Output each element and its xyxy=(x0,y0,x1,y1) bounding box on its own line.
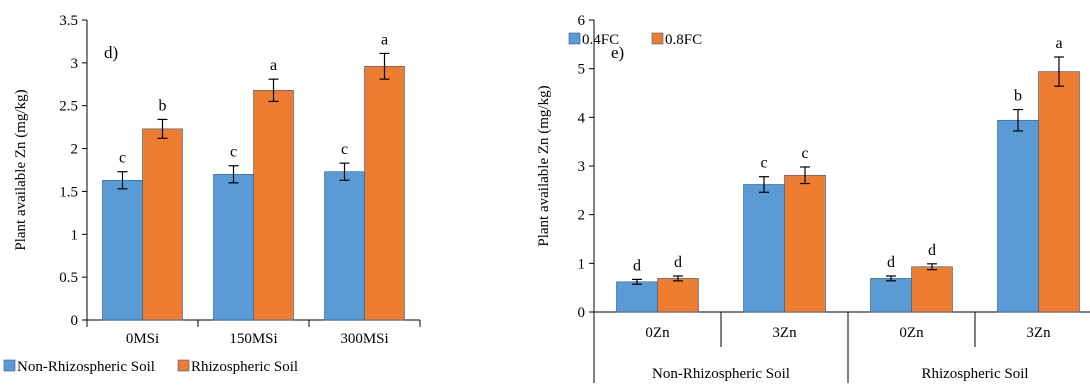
chart-1-ytick-label: 0 xyxy=(578,305,586,321)
chart-1-bar xyxy=(997,119,1039,313)
chart-1-group-label: Non-Rhizospheric Soil xyxy=(652,366,790,382)
chart-1-significance-letter: b xyxy=(1014,88,1022,105)
chart-1-ytick-label: 5 xyxy=(578,62,586,78)
chart-1-xtick-label: 3Zn xyxy=(1026,325,1051,341)
chart-1-significance-letter: c xyxy=(801,145,808,162)
chart-0-bar xyxy=(324,171,365,321)
chart-0-significance-letter: c xyxy=(341,141,348,158)
chart-0-bar xyxy=(253,89,294,321)
chart-1-ylabel: Plant available Zn (mg/kg) xyxy=(536,85,552,246)
chart-0-legend-swatch xyxy=(177,359,190,372)
chart-0-xtick-label: 150MSi xyxy=(229,331,277,347)
chart-1-significance-letter: a xyxy=(1055,35,1062,52)
chart-0-legend-entry: Rhizospheric Soil xyxy=(191,359,298,375)
chart-0-significance-letter: c xyxy=(119,150,126,167)
chart-1-bar xyxy=(743,184,785,313)
chart-1-legend-entry: 0.4FC xyxy=(582,32,619,48)
chart-0-ylabel: Plant available Zn (mg/kg) xyxy=(13,89,29,250)
chart-0-bar xyxy=(364,65,405,321)
chart-0-ytick-label: 3.5 xyxy=(59,13,78,29)
chart-1-bar xyxy=(657,278,699,313)
chart-0-bar xyxy=(142,128,183,321)
chart-0-significance-letter: c xyxy=(230,144,237,161)
chart-1-legend-swatch xyxy=(651,32,664,45)
chart-1-significance-letter: d xyxy=(928,242,936,259)
chart-1-bar xyxy=(870,278,912,313)
chart-0-ytick-label: 0.5 xyxy=(59,270,78,286)
chart-0-ytick-label: 1.5 xyxy=(59,184,78,200)
chart-0-ytick-label: 1 xyxy=(71,227,79,243)
chart-1-ytick-label: 6 xyxy=(578,13,586,29)
chart-0-xtick-label: 300MSi xyxy=(340,331,388,347)
chart-1-bar xyxy=(911,266,953,313)
chart-1-xtick-label: 3Zn xyxy=(772,325,797,341)
chart-0-significance-letter: b xyxy=(159,97,167,114)
chart-1-ytick-label: 1 xyxy=(578,256,586,272)
chart-0-legend-swatch xyxy=(3,359,16,372)
chart-0-ytick-label: 2 xyxy=(71,142,79,158)
chart-1-bar xyxy=(1038,71,1080,313)
chart-1-significance-letter: d xyxy=(674,254,682,271)
chart-1-significance-letter: d xyxy=(887,254,895,271)
chart-1-significance-letter: d xyxy=(633,257,641,274)
chart-1-ytick-label: 3 xyxy=(578,159,586,175)
chart-0-panel-label: d) xyxy=(104,43,118,62)
chart-0-ytick-label: 3 xyxy=(71,56,79,72)
chart-0-ytick-label: 0 xyxy=(71,313,79,329)
chart-1-group-label: Rhizospheric Soil xyxy=(921,366,1028,382)
chart-0-bar xyxy=(213,173,254,321)
chart-1-legend-swatch xyxy=(568,32,581,45)
chart-1-xtick-label: 0Zn xyxy=(645,325,670,341)
chart-1-ytick-label: 2 xyxy=(578,208,586,224)
chart-1-significance-letter: c xyxy=(760,155,767,172)
chart-1-legend-entry: 0.8FC xyxy=(665,32,702,48)
chart-0-xtick-label: 0MSi xyxy=(126,331,159,347)
chart-1-bar xyxy=(616,281,658,313)
chart-1-bar xyxy=(784,174,826,313)
chart-1-xtick-label: 0Zn xyxy=(899,325,924,341)
chart-1-ytick-label: 4 xyxy=(578,110,586,126)
chart-0-significance-letter: a xyxy=(270,57,277,74)
chart-0-legend-entry: Non-Rhizospheric Soil xyxy=(17,359,155,375)
chart-1-panel-label: e) xyxy=(611,43,624,62)
chart-0-significance-letter: a xyxy=(381,31,388,48)
chart-0-bar xyxy=(102,179,143,321)
chart-0-ytick-label: 2.5 xyxy=(59,99,78,115)
